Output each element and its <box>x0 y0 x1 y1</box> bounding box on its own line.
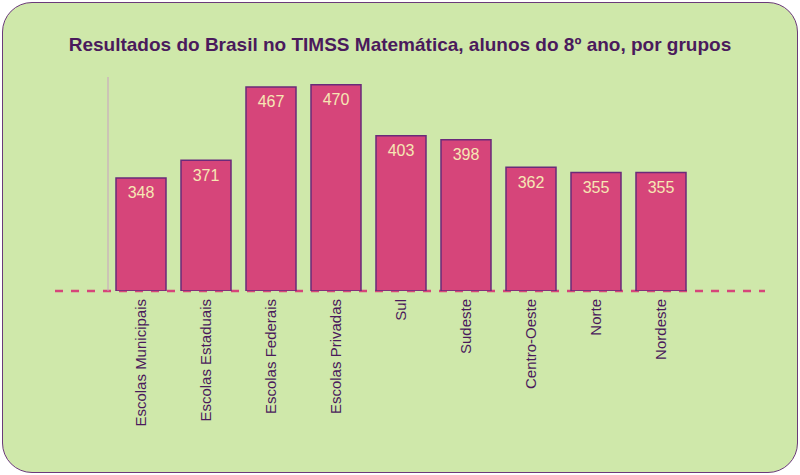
html-text:Resultados do Brasil no TIMSS: Resultados do Brasil no TIMSS Matemática… <box>68 34 732 55</box>
svg-text:362: 362 <box>518 174 545 191</box>
svg-text:467: 467 <box>258 93 285 110</box>
svg-text:371: 371 <box>193 167 220 184</box>
svg-text:355: 355 <box>583 179 610 196</box>
svg-text:Escolas Estaduais: Escolas Estaduais <box>197 299 214 422</box>
svg-text:398: 398 <box>453 146 480 163</box>
svg-text:Escolas Municipais: Escolas Municipais <box>132 299 149 427</box>
svg-text:Nordeste: Nordeste <box>652 299 669 360</box>
svg-text:403: 403 <box>388 142 415 159</box>
svg-text:Escolas Privadas: Escolas Privadas <box>327 299 344 414</box>
svg-text:355: 355 <box>648 179 675 196</box>
svg-text:Sudeste: Sudeste <box>457 299 474 354</box>
svg-text:348: 348 <box>128 184 155 201</box>
svg-text:Centro-Oeste: Centro-Oeste <box>522 299 539 389</box>
svg-text:Escolas Federais: Escolas Federais <box>262 299 279 414</box>
svg-text:Norte: Norte <box>587 299 604 336</box>
svg-text:470: 470 <box>323 91 350 108</box>
svg-text:Sul: Sul <box>392 299 409 321</box>
